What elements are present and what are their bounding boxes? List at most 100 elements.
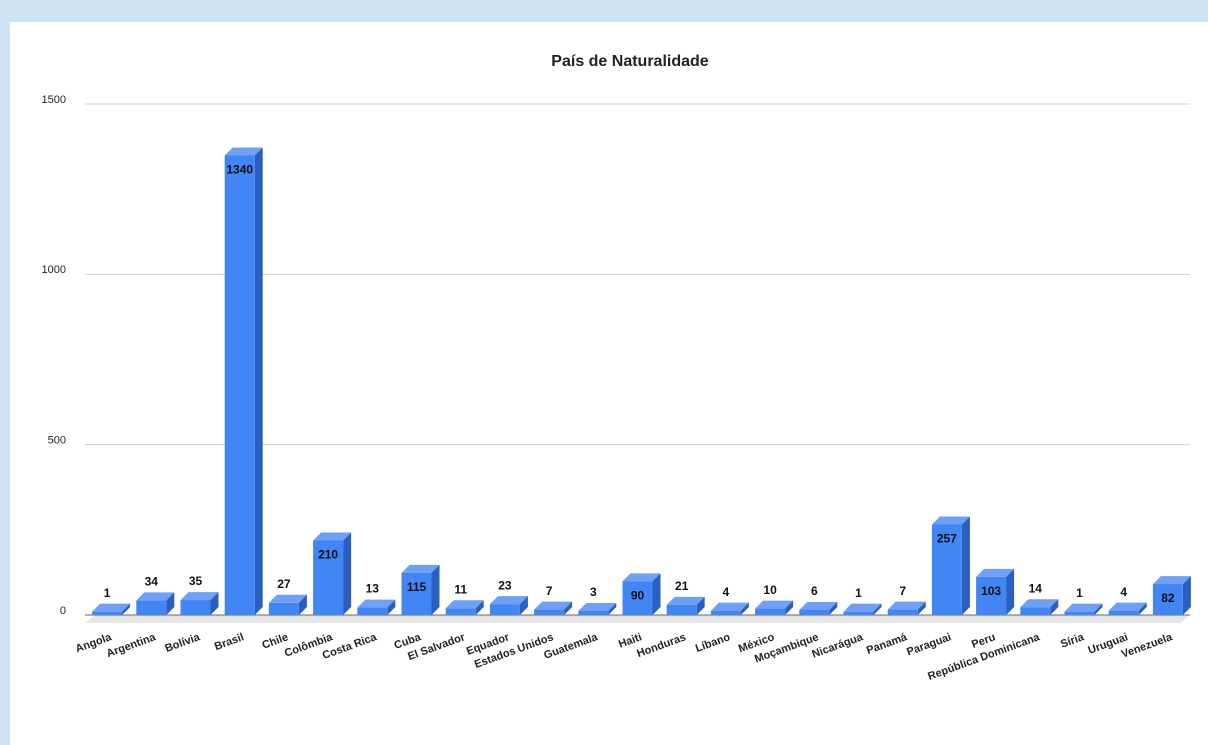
bar <box>931 524 962 615</box>
bar-side <box>785 600 794 615</box>
bar-top <box>931 516 970 525</box>
data-label: 14 <box>1029 581 1043 595</box>
y-tick-label: 500 <box>48 435 66 447</box>
bar-top <box>313 532 352 541</box>
data-label: 1 <box>104 586 111 600</box>
bar <box>1108 610 1139 615</box>
data-label: 23 <box>498 578 512 592</box>
x-tick-label: Síria <box>1059 631 1086 651</box>
data-label: 10 <box>763 583 777 597</box>
data-label: 7 <box>546 584 553 598</box>
bar-side <box>608 602 617 615</box>
bar-side <box>740 602 749 615</box>
bar <box>180 600 211 615</box>
bar-side <box>387 599 396 615</box>
bar-top <box>887 601 926 610</box>
x-tick-label: Venezuela <box>1120 631 1175 661</box>
bar-side <box>475 600 484 615</box>
bar <box>489 604 520 615</box>
y-tick-label: 1000 <box>42 264 66 276</box>
bar-top <box>224 147 263 156</box>
bar <box>843 611 874 615</box>
bar-top <box>710 602 749 611</box>
data-label: 13 <box>366 582 380 596</box>
bar-side <box>210 592 219 615</box>
bar <box>313 540 344 615</box>
x-tick-label: Honduras <box>635 631 687 660</box>
bar-top <box>92 603 131 612</box>
bar <box>578 610 609 615</box>
bar-top <box>1152 576 1191 585</box>
data-label: 3 <box>590 585 597 599</box>
data-label: 1 <box>855 586 862 600</box>
x-tick-label: Paraguai <box>905 631 953 658</box>
floor <box>85 615 1190 623</box>
x-tick-label: Argentina <box>105 631 158 660</box>
bar-top <box>1064 603 1103 612</box>
bar-side <box>1094 603 1103 615</box>
bar <box>887 609 918 615</box>
chart-panel <box>10 22 1208 745</box>
data-label: 34 <box>145 575 159 589</box>
bar-top <box>622 573 661 582</box>
x-tick-label: Líbano <box>694 631 732 655</box>
bar-top <box>755 600 794 609</box>
data-label: 257 <box>937 532 957 546</box>
bar <box>445 608 476 615</box>
bar-side <box>431 564 440 615</box>
bar <box>1020 607 1051 615</box>
bar <box>710 610 741 615</box>
bar-top <box>578 602 617 611</box>
bar-side <box>1182 576 1191 615</box>
bar-top <box>976 568 1015 577</box>
bar-side <box>343 532 352 615</box>
bar <box>976 576 1007 615</box>
bar-top <box>136 592 175 601</box>
x-tick-label: Bolívia <box>164 631 203 655</box>
bar <box>224 155 255 616</box>
bar-side <box>1050 599 1059 615</box>
bar <box>1064 611 1095 615</box>
bar-top <box>534 601 573 610</box>
bar-side <box>254 147 263 616</box>
x-tick-label: Panamá <box>865 631 910 657</box>
x-tick-label: Nicarágua <box>810 631 865 661</box>
bar-side <box>873 603 882 615</box>
data-label: 82 <box>1161 591 1175 605</box>
data-label: 7 <box>899 584 906 598</box>
bar-top <box>843 603 882 612</box>
bar <box>92 611 123 615</box>
y-tick-label: 1500 <box>42 94 66 106</box>
bar-side <box>652 573 661 615</box>
bar-side <box>519 596 528 615</box>
bar <box>1152 584 1183 615</box>
bar <box>136 600 167 615</box>
bar <box>357 607 388 615</box>
bar-top <box>489 596 528 605</box>
data-label: 6 <box>811 584 818 598</box>
bar <box>799 609 830 615</box>
bar-side <box>917 601 926 615</box>
bar-side <box>122 603 131 615</box>
bar-side <box>166 592 175 615</box>
data-label: 210 <box>318 548 338 562</box>
bar-side <box>564 601 573 615</box>
bar-side <box>696 596 705 615</box>
data-label: 103 <box>981 584 1001 598</box>
bar-top <box>180 592 219 601</box>
bar-top <box>401 564 440 573</box>
data-label: 115 <box>407 580 427 594</box>
bar-top <box>799 601 838 610</box>
bar-top <box>1108 602 1147 611</box>
data-label: 27 <box>277 577 291 591</box>
bar-side <box>1006 568 1015 615</box>
bar-side <box>961 516 970 615</box>
bar-top <box>1020 599 1059 608</box>
data-label: 4 <box>723 585 730 599</box>
data-label: 1340 <box>226 163 253 177</box>
bar-top <box>268 594 307 603</box>
y-tick-label: 0 <box>60 605 66 617</box>
data-label: 1 <box>1076 586 1083 600</box>
bar-side <box>298 594 307 615</box>
